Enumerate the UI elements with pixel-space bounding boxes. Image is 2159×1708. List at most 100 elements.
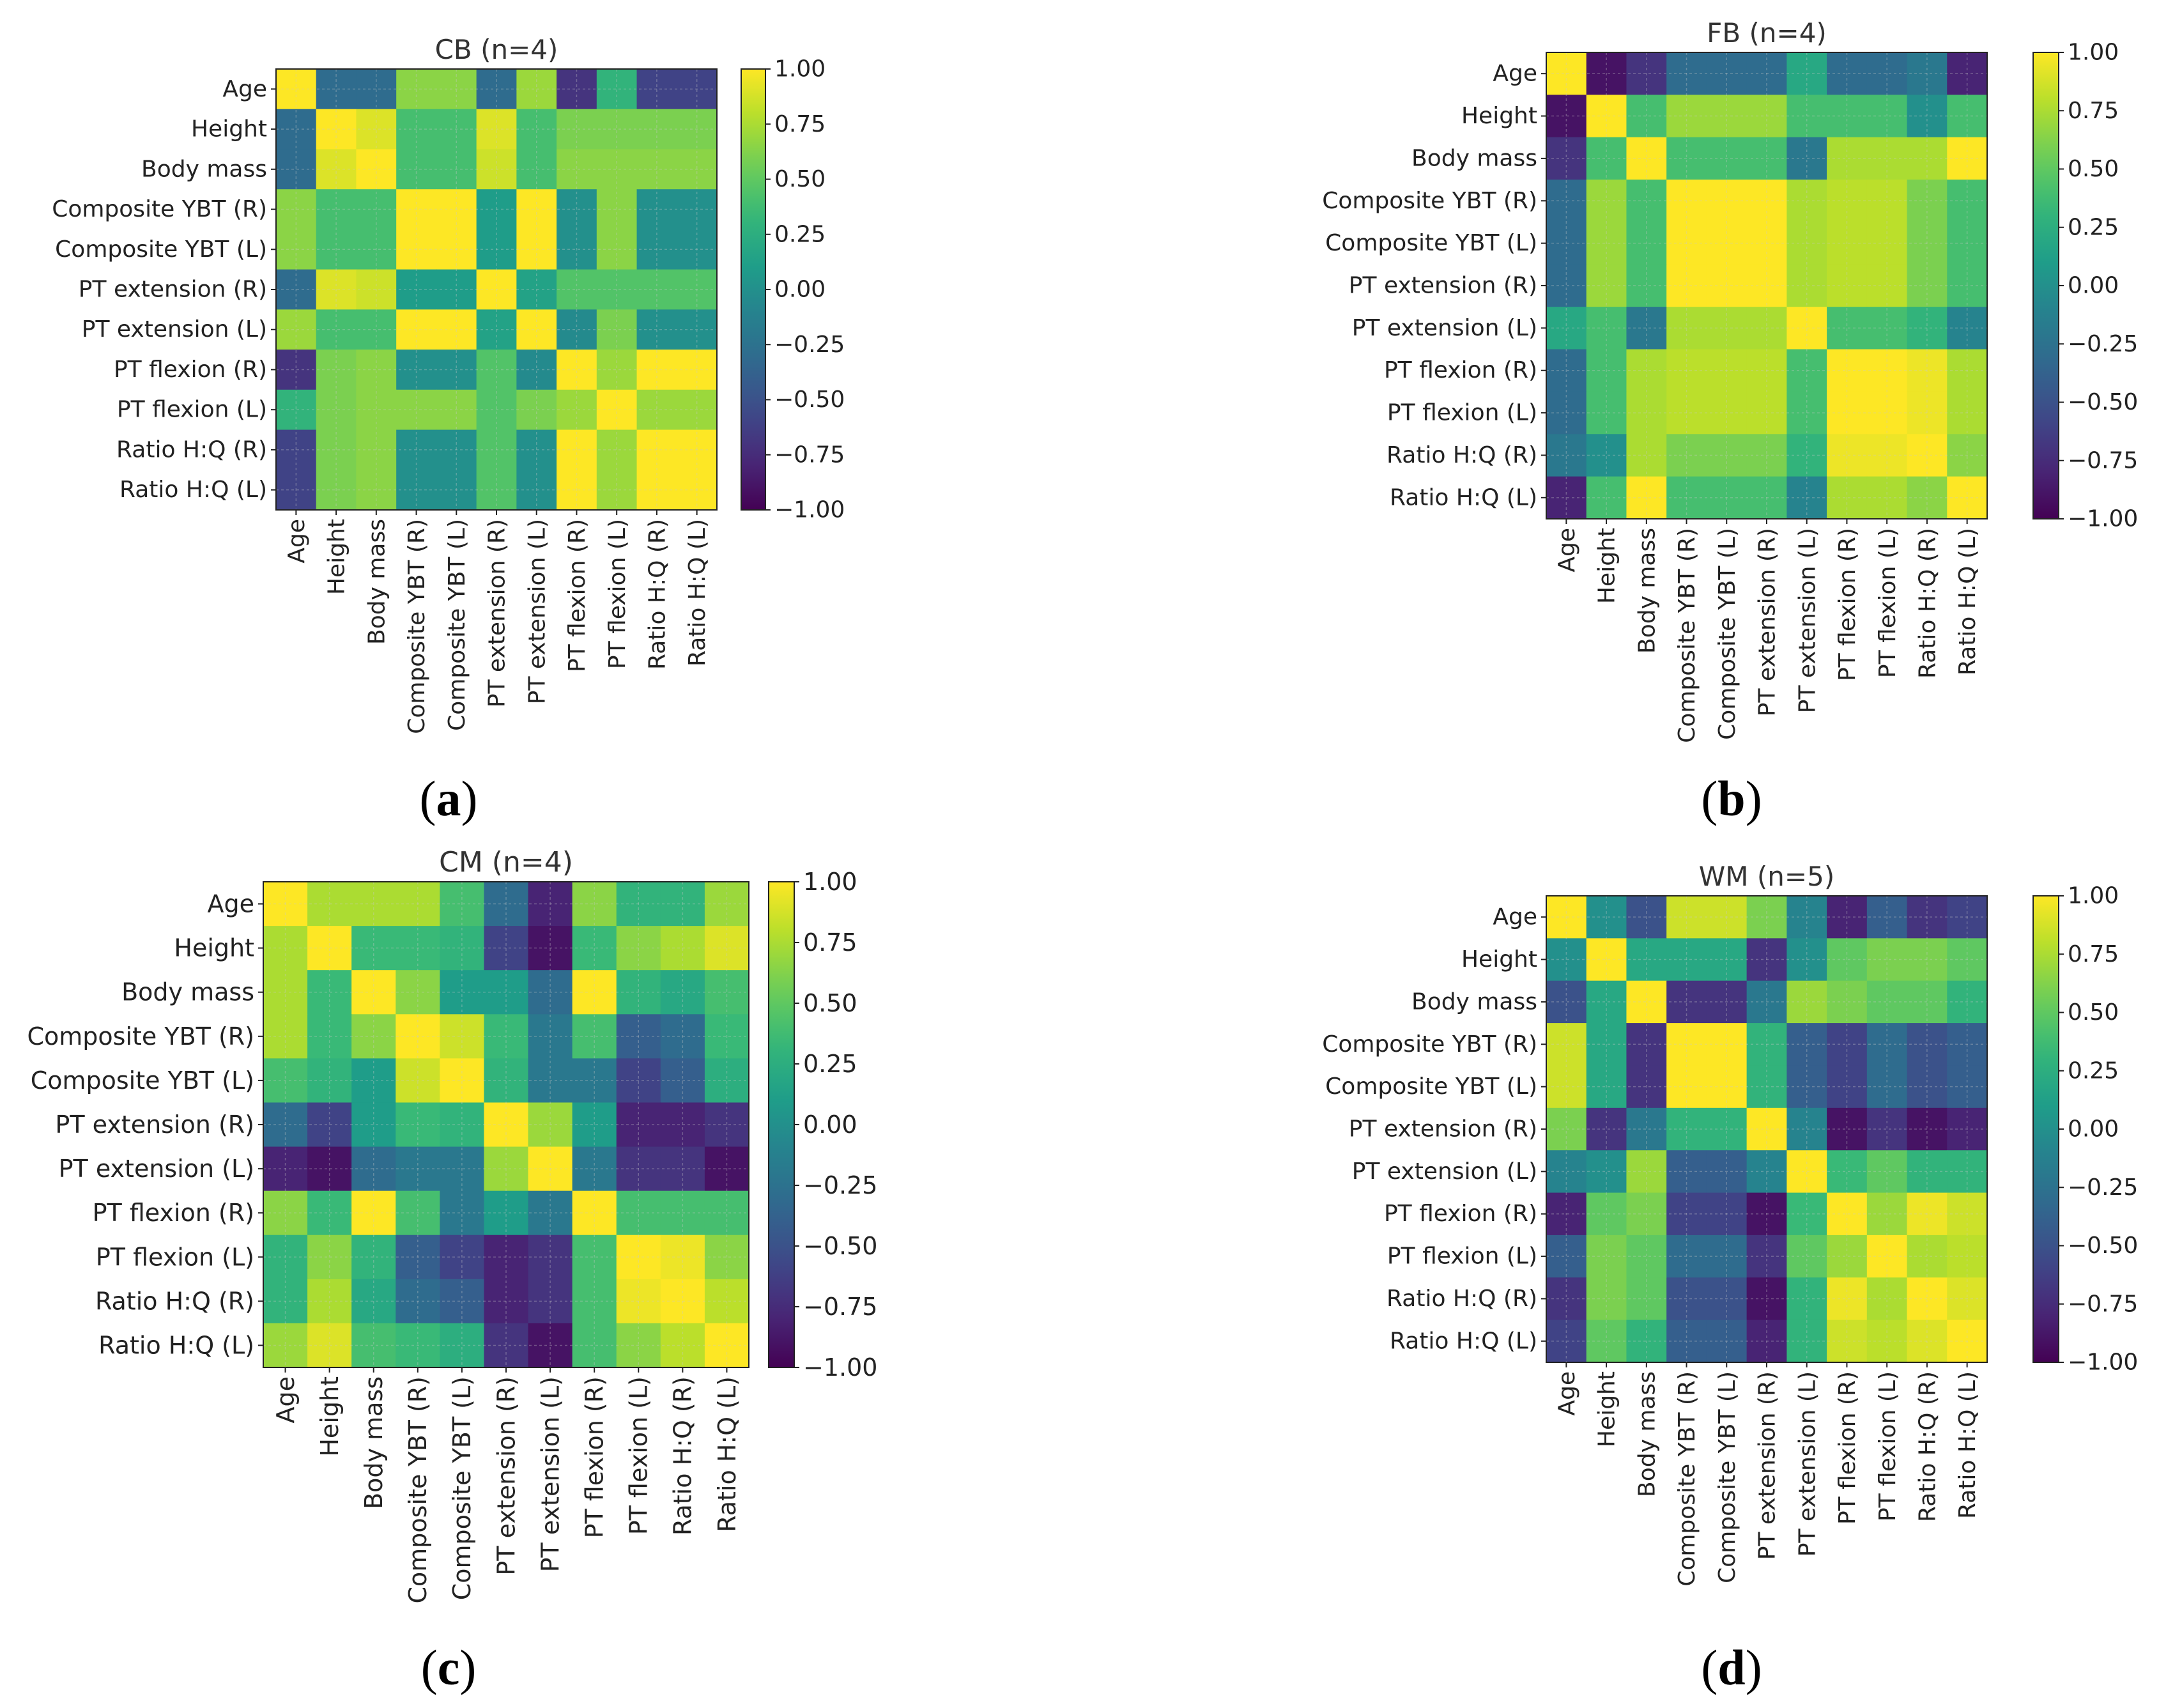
- heatmap-cell-r6-c2: [1626, 307, 1667, 350]
- heatmap-cell-r10-c6: [516, 470, 557, 511]
- heatmap-cell-r6-c3: [396, 1146, 440, 1192]
- heatmap-cell-r10-c0: [1546, 1319, 1587, 1363]
- y-tick-label-pt-extension-l: PT extension (L): [82, 316, 267, 342]
- heatmap-cell-r6-c8: [596, 309, 638, 350]
- heatmap-cell-r3-c9: [660, 1014, 705, 1059]
- heatmap-cell-r7-c5: [484, 1190, 529, 1236]
- heatmap-cell-r3-c7: [1827, 1023, 1868, 1066]
- heatmap-cell-r9-c9: [660, 1279, 705, 1324]
- heatmap-cell-r5-c6: [1786, 1107, 1827, 1151]
- y-tick-label-composite-ybt-r: Composite YBT (R): [52, 196, 267, 222]
- heatmap-cell-r1-c8: [596, 109, 638, 150]
- heatmap-cell-r7-c7: [572, 1190, 617, 1236]
- heatmap-cell-r2-c4: [1706, 980, 1748, 1024]
- heatmap-cell-r4-c3: [396, 229, 437, 270]
- heatmap-cell-r10-c4: [1706, 476, 1748, 519]
- heatmap-cell-r7-c0: [1546, 349, 1587, 392]
- heatmap-cell-r2-c6: [1786, 980, 1827, 1024]
- heatmap-cell-r2-c8: [1866, 980, 1908, 1024]
- x-tick-label-pt-extension-r: PT extension (R): [1755, 1371, 1781, 1560]
- heatmap-cell-r8-c10: [704, 1235, 749, 1280]
- heatmap-cell-r4-c1: [316, 229, 357, 270]
- heatmap-cell-r6-c5: [1746, 1150, 1787, 1194]
- heatmap-cell-r4-c5: [1746, 222, 1787, 265]
- y-tick-label-pt-flexion-r: PT flexion (R): [93, 1199, 254, 1227]
- heatmap-cell-r8-c1: [316, 389, 357, 431]
- heatmap-cell-r0-c8: [1866, 52, 1908, 95]
- heatmap-cell-r9-c5: [476, 429, 517, 470]
- x-tick-label-composite-ybt-l: Composite YBT (L): [1714, 1371, 1740, 1583]
- x-tick-label-pt-flexion-r: PT flexion (R): [580, 1376, 608, 1538]
- heatmap-cell-r4-c2: [356, 229, 397, 270]
- x-tick-label-body-mass: Body mass: [364, 519, 390, 645]
- heatmap-cell-r2-c9: [636, 149, 677, 190]
- heatmap-cell-r1-c2: [356, 109, 397, 150]
- colorbar-tick-label: 0.75: [2068, 941, 2119, 967]
- y-tick-label-pt-flexion-l: PT flexion (L): [1387, 1243, 1537, 1270]
- heatmap-cell-r0-c2: [1626, 896, 1667, 939]
- heatmap-cell-r3-c6: [1786, 1023, 1827, 1066]
- heatmap-cell-r0-c4: [436, 69, 477, 110]
- colorbar-tick-label: 0.25: [803, 1050, 857, 1078]
- subfigure-label-c: (c): [420, 1640, 477, 1695]
- heatmap-cell-r5-c5: [476, 269, 517, 310]
- heatmap-cell-r1-c6: [1786, 95, 1827, 138]
- heatmap-cell-r1-c3: [396, 926, 440, 971]
- heatmap-cell-r9-c7: [1827, 434, 1868, 477]
- heatmap-cell-r8-c3: [396, 389, 437, 431]
- y-tick-label-height: Height: [1461, 946, 1537, 973]
- heatmap-cell-r0-c5: [476, 69, 517, 110]
- heatmap-cell-r4-c7: [557, 229, 597, 270]
- heatmap-cell-r6-c7: [1827, 1150, 1868, 1194]
- x-tick-label-composite-ybt-r: Composite YBT (R): [404, 519, 430, 734]
- colorbar-tick-label: −0.25: [803, 1171, 877, 1199]
- heatmap-cell-r6-c9: [636, 309, 677, 350]
- y-tick-label-age: Age: [208, 890, 255, 918]
- x-tick-label-ratio-h-q-l: Ratio H:Q (L): [684, 519, 711, 666]
- heatmap-cell-r5-c8: [596, 269, 638, 310]
- heatmap-cell-r7-c4: [440, 1190, 485, 1236]
- colorbar-tick-label: 1.00: [2068, 40, 2119, 66]
- heatmap-cell-r4-c8: [596, 229, 638, 270]
- heatmap-cell-r8-c1: [1586, 391, 1627, 435]
- heatmap-cell-r10-c2: [1626, 1319, 1667, 1363]
- heatmap-cell-r3-c10: [704, 1014, 749, 1059]
- heatmap-cell-r1-c0: [263, 926, 308, 971]
- heatmap-cell-r4-c3: [396, 1058, 440, 1104]
- heatmap-cell-r3-c3: [396, 1014, 440, 1059]
- heatmap-cell-r2-c7: [557, 149, 597, 190]
- heatmap-cell-r2-c0: [263, 970, 308, 1015]
- heatmap-cell-r4-c6: [1786, 1065, 1827, 1109]
- x-tick-label-pt-extension-r: PT extension (R): [492, 1376, 520, 1576]
- heatmap-cell-r0-c10: [704, 882, 749, 927]
- heatmap-cell-r8-c6: [516, 389, 557, 431]
- heatmap-cell-r4-c4: [436, 229, 477, 270]
- heatmap-cell-r7-c3: [1666, 349, 1707, 392]
- y-tick-label-composite-ybt-r: Composite YBT (R): [27, 1022, 254, 1050]
- y-tick-label-composite-ybt-r: Composite YBT (R): [1322, 188, 1537, 214]
- x-tick-label-pt-flexion-l: PT flexion (L): [604, 519, 631, 669]
- heatmap-cell-r7-c6: [1786, 349, 1827, 392]
- heatmap-cell-r0-c7: [557, 69, 597, 110]
- heatmap-cell-r10-c5: [484, 1323, 529, 1368]
- heatmap-cell-r3-c5: [1746, 180, 1787, 223]
- heatmap-cell-r9-c8: [1866, 1277, 1908, 1321]
- heatmap-cell-r1-c1: [1586, 95, 1627, 138]
- heatmap-cell-r2-c4: [440, 970, 485, 1015]
- heatmap-cell-r10-c9: [1907, 1319, 1948, 1363]
- heatmap-cell-r6-c4: [1706, 307, 1748, 350]
- heatmap-cell-r0-c6: [528, 882, 573, 927]
- heatmap-cell-r7-c8: [616, 1190, 661, 1236]
- x-tick-label-pt-extension-r: PT extension (R): [484, 519, 511, 707]
- heatmap-cell-r3-c3: [396, 189, 437, 230]
- heatmap-cell-r0-c1: [307, 882, 352, 927]
- heatmap-cell-r5-c0: [276, 269, 317, 310]
- heatmap-cell-r10-c0: [1546, 476, 1587, 519]
- heatmap-cell-r9-c9: [1907, 434, 1948, 477]
- heatmap-cell-r1-c9: [636, 109, 677, 150]
- heatmap-cell-r4-c7: [572, 1058, 617, 1104]
- heatmap-cell-r3-c8: [1866, 180, 1908, 223]
- x-tick-label-age: Age: [1554, 1371, 1580, 1416]
- heatmap-cell-r9-c6: [516, 429, 557, 470]
- heatmap-cell-r8-c8: [1866, 1235, 1908, 1278]
